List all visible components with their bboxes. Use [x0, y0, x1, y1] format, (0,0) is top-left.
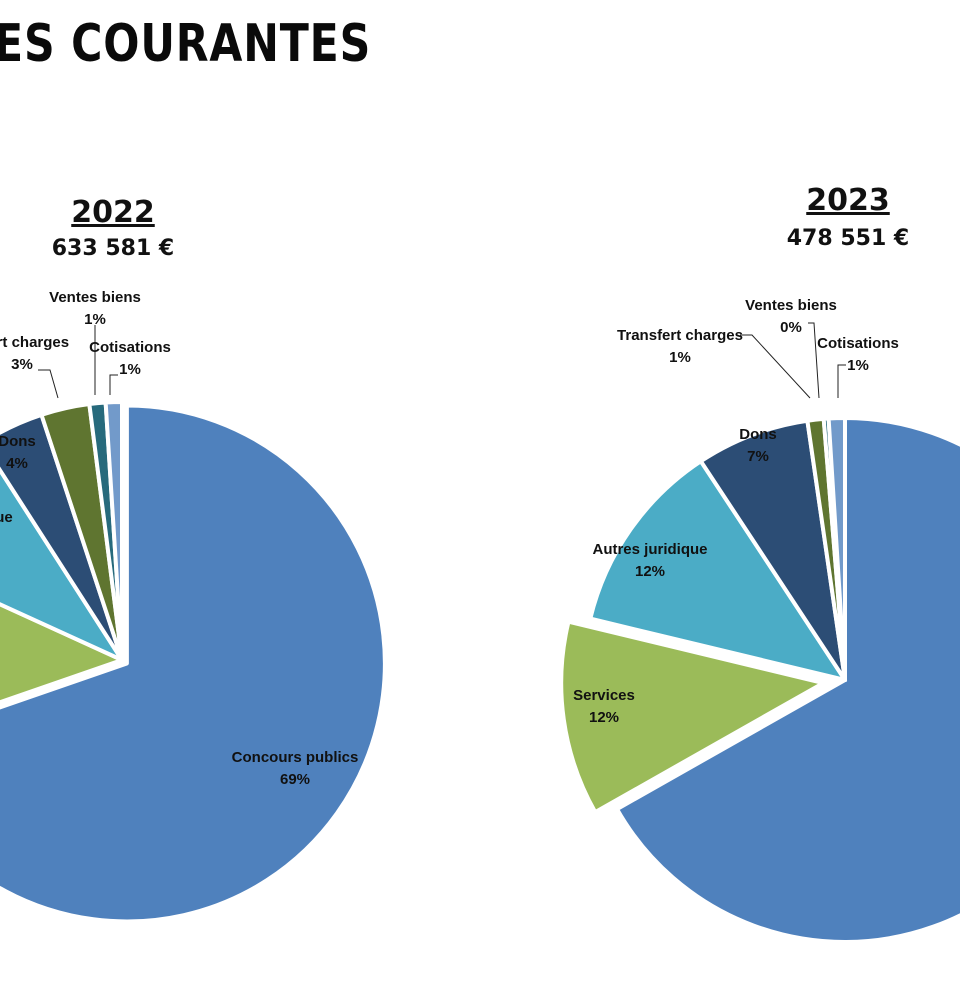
chart-total-2023: 478 551 €: [787, 226, 909, 251]
slice-value-dons-2023: 7%: [747, 448, 769, 465]
leader-line-transfert-charges-2022: [38, 369, 59, 399]
slice-value-ventes-biens-2022: 1%: [84, 311, 106, 328]
leader-line-cotisations-2022: [109, 374, 118, 395]
slice-value-cotisations-2022: 1%: [119, 361, 141, 378]
leader-line-transfert-charges-2023: [740, 334, 811, 399]
pie-slice-cotisations-2022: [103, 400, 124, 662]
slice-value-ventes-biens-2023: 0%: [780, 319, 802, 336]
pie-slice-concours-publics-2022: [0, 403, 387, 924]
slice-value-dons-2022: 4%: [6, 455, 28, 472]
pie-slice-services-2022: [0, 602, 124, 705]
slice-label-transfert-charges-2022: sfert charges: [0, 334, 69, 351]
slice-value-services-2023: 12%: [589, 709, 619, 726]
pie-slice-services-2023: [559, 619, 826, 815]
pie-slice-concours-publics-2023: [615, 416, 960, 944]
leader-line-cotisations-2023: [837, 364, 846, 398]
slice-label-ventes-biens-2023: Ventes biens: [745, 297, 837, 314]
leader-line-ventes-biens-2023: [808, 322, 820, 399]
slice-label-ventes-biens-2022: Ventes biens: [49, 289, 141, 306]
page-title: ES COURANTES: [0, 14, 372, 74]
slice-value-transfert-charges-2022: 3%: [11, 356, 33, 373]
slice-label-concours-publics-2022: Concours publics: [232, 749, 359, 766]
slice-label-cotisations-2022: Cotisations: [89, 339, 171, 356]
chart-total-2022: 633 581 €: [52, 236, 174, 261]
slice-label-services-2023: Services: [573, 687, 635, 704]
chart-year-2022: 2022: [71, 195, 155, 230]
slice-label-dons-2023: Dons: [739, 426, 777, 443]
slice-label-autres-juridique-2023: Autres juridique: [592, 541, 707, 558]
slice-value-cotisations-2023: 1%: [847, 357, 869, 374]
slice-value-transfert-charges-2023: 1%: [669, 349, 691, 366]
pie-slice-cotisations-2023: [826, 416, 847, 682]
slice-value-concours-publics-2022: 69%: [280, 771, 310, 788]
pie-slice-dons-2023: [698, 418, 847, 682]
pie-slice-autres-juridique-2023: [588, 459, 847, 682]
slice-label-dons-2022: Dons: [0, 433, 36, 450]
slice-label-partial-2022: ue: [0, 509, 13, 526]
slice-label-transfert-charges-2023: Transfert charges: [617, 327, 743, 344]
chart-year-2023: 2023: [806, 183, 890, 218]
slice-label-cotisations-2023: Cotisations: [817, 335, 899, 352]
slice-value-autres-juridique-2023: 12%: [635, 563, 665, 580]
